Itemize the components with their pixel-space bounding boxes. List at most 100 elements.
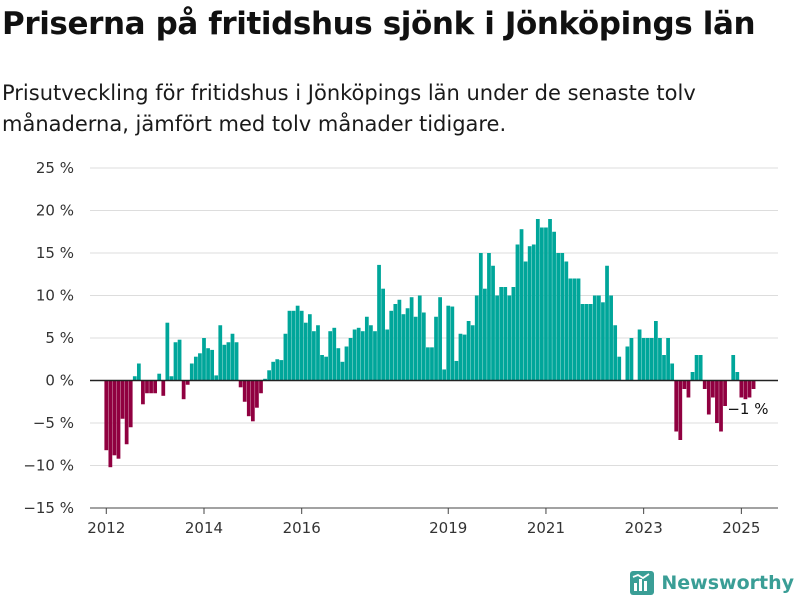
- bar: [601, 302, 605, 381]
- bar: [336, 348, 341, 381]
- bar: [710, 380, 715, 398]
- bar: [503, 287, 508, 381]
- bar: [324, 356, 328, 381]
- bar: [214, 375, 219, 381]
- bar: [255, 380, 259, 408]
- newsworthy-logo-icon: [630, 571, 655, 595]
- bar: [320, 355, 324, 381]
- bar: [743, 380, 748, 400]
- bar: [206, 348, 210, 381]
- bar: [454, 360, 459, 381]
- bar: [397, 299, 402, 381]
- grid-lines: [90, 167, 778, 509]
- y-tick-label: 15 %: [36, 244, 74, 262]
- y-tick-label: −10 %: [23, 457, 74, 475]
- bar: [430, 347, 434, 381]
- bar: [527, 246, 532, 381]
- y-tick-label: 5 %: [45, 329, 74, 347]
- bar: [564, 261, 569, 381]
- y-tick-label: −5 %: [33, 414, 74, 432]
- bar: [181, 380, 186, 400]
- bar: [491, 265, 495, 381]
- bar: [706, 380, 711, 415]
- bar: [592, 295, 597, 381]
- bar: [246, 380, 251, 417]
- bar: [682, 380, 687, 389]
- bar: [259, 380, 263, 394]
- bar: [597, 295, 601, 381]
- bar: [283, 333, 288, 381]
- y-tick-label: 0 %: [45, 372, 74, 390]
- bar: [531, 244, 536, 381]
- y-tick-label: 20 %: [36, 202, 74, 220]
- bar: [658, 338, 662, 381]
- bar: [116, 380, 121, 459]
- bar: [141, 380, 145, 405]
- bar: [609, 295, 613, 381]
- bar: [360, 331, 365, 381]
- bar: [548, 219, 552, 381]
- bar: [723, 380, 727, 406]
- bar: [739, 380, 744, 398]
- x-tick-label: 2023: [625, 519, 663, 537]
- bar: [124, 380, 129, 445]
- bar: [438, 297, 442, 381]
- bar: [523, 261, 528, 381]
- bar: [120, 380, 125, 419]
- bar: [316, 325, 320, 381]
- bar: [279, 360, 284, 381]
- bar: [478, 253, 483, 381]
- bar: [487, 253, 491, 381]
- bar: [698, 355, 703, 381]
- bar: [136, 363, 141, 381]
- bar: [474, 295, 479, 381]
- bar: [731, 355, 736, 381]
- bar: [381, 288, 385, 381]
- bar: [303, 322, 308, 381]
- bar: [584, 304, 589, 381]
- bar: [364, 316, 369, 381]
- x-tick-label: 2025: [722, 519, 760, 537]
- bar: [499, 287, 504, 381]
- bar: [340, 361, 345, 381]
- bar: [666, 338, 670, 381]
- bar: [169, 376, 174, 381]
- bar: [434, 316, 438, 381]
- bar: [373, 331, 377, 381]
- bar: [405, 308, 410, 381]
- bar: [299, 310, 304, 381]
- axes: 25 % 20 % 15 % 10 % 5 % 0 % −5 % −10 % −15 % 2012…: [23, 159, 778, 537]
- bar: [332, 327, 337, 381]
- bar: [275, 359, 280, 381]
- latest-value-label: −1 %: [727, 400, 768, 418]
- bar: [238, 380, 243, 388]
- bar: [576, 278, 581, 381]
- bar: [507, 295, 512, 381]
- bar: [535, 219, 540, 381]
- bar: [544, 227, 548, 381]
- chart-title: Priserna på fritidshus sjönk i Jönköping…: [2, 6, 756, 42]
- bar: [385, 329, 390, 381]
- bar: [348, 338, 353, 381]
- bar: [694, 355, 699, 381]
- bar: [568, 278, 573, 381]
- bar: [234, 342, 239, 381]
- x-tick-label: 2014: [185, 519, 223, 537]
- bar: [222, 344, 227, 381]
- bar: [645, 338, 650, 381]
- bar: [450, 306, 455, 381]
- bar: [446, 305, 451, 381]
- bar: [157, 373, 162, 381]
- bar: [625, 346, 630, 381]
- bar: [161, 380, 166, 396]
- bar: [413, 316, 418, 381]
- bar: [108, 380, 113, 468]
- brand: Newsworthy: [629, 570, 794, 596]
- bar: [747, 380, 752, 398]
- bar: [495, 295, 499, 381]
- bar: [409, 297, 414, 381]
- bar: [307, 314, 312, 381]
- x-tick-label: 2021: [527, 519, 565, 537]
- bar: [715, 380, 719, 423]
